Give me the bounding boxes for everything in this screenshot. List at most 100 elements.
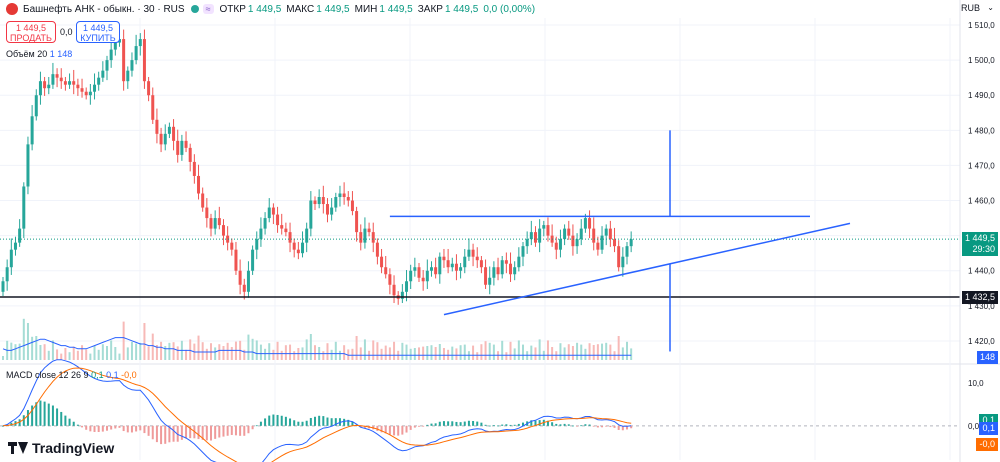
candle-body (80, 88, 84, 92)
macd-histogram-bar (135, 425, 138, 432)
macd-histogram-bar (85, 425, 88, 430)
volume-bar (488, 342, 491, 360)
macd-histogram-bar (89, 425, 92, 432)
macd-histogram-bar (160, 425, 163, 445)
buy-button[interactable]: 1 449,5 КУПИТЬ (76, 21, 120, 43)
macd-histogram-bar (76, 424, 79, 426)
candle-body (251, 249, 255, 271)
macd-histogram-bar (239, 425, 242, 436)
candle-body (413, 267, 417, 271)
price-tick-label: 1 500,0 (968, 56, 995, 65)
macd-histogram-bar (176, 425, 179, 442)
candle-body (280, 225, 284, 229)
price-axis[interactable]: 1 420,01 430,01 440,01 450,01 460,01 470… (959, 0, 995, 462)
macd-histogram-bar (218, 425, 221, 438)
volume-bar (522, 344, 524, 360)
macd-histogram-bar (122, 425, 125, 432)
volume-bar (68, 352, 71, 360)
macd-histogram-bar (151, 425, 154, 440)
candle-body (246, 270, 250, 292)
candle-body (575, 239, 579, 247)
macd-histogram-bar (172, 425, 175, 442)
candle-body (30, 116, 34, 145)
candle-body (305, 228, 309, 243)
macd-histogram-bar (509, 424, 512, 426)
price-tick-label: 1 490,0 (968, 91, 995, 100)
symbol-title[interactable]: Башнефть АНК - обыкн. · 30 · RUS (23, 3, 185, 15)
candle-body (288, 232, 292, 243)
sell-button[interactable]: 1 449,5 ПРОДАТЬ (6, 21, 56, 43)
trendline-drawings[interactable] (0, 130, 960, 352)
candle-body (405, 281, 409, 292)
volume-bar (343, 345, 346, 360)
candle-body (242, 284, 246, 292)
hist-value-label: -0,0 (976, 438, 998, 452)
volume-bar (534, 347, 537, 360)
level-price-label: 1 432,5 (961, 291, 998, 305)
volume-bar (276, 341, 279, 360)
volume-bar (326, 343, 329, 360)
macd-histogram-bar (114, 425, 117, 429)
bar-countdown: 29:30 (972, 244, 995, 255)
tradingview-logo[interactable]: TradingView (8, 440, 114, 456)
candle-body (330, 207, 334, 215)
macd-histogram-bar (297, 421, 300, 426)
volume-bar (605, 342, 608, 360)
candle-body (463, 256, 467, 268)
chevron-down-icon[interactable]: ⌄ (987, 3, 994, 12)
high-label: МАКС (286, 3, 315, 15)
macd-histogram-bar (580, 425, 583, 427)
candle-body (38, 81, 42, 96)
volume-bar (60, 353, 63, 360)
candle-body (459, 267, 463, 271)
macd-histogram-bar (289, 418, 292, 426)
volume-bar (106, 346, 108, 360)
candle-body (375, 242, 379, 257)
market-status-icon (190, 5, 199, 13)
candle-body (567, 228, 571, 236)
candle-body (84, 91, 88, 96)
volume-bar (484, 341, 487, 360)
candle-body (392, 284, 396, 296)
macd-histogram-bar (576, 425, 579, 427)
candle-body (155, 119, 159, 134)
macd-legend-v2: 0,1 (106, 370, 119, 380)
candle-body (604, 228, 608, 236)
currency-selector[interactable]: RUB (960, 3, 980, 13)
candle-body (147, 81, 151, 96)
volume-bar (322, 351, 325, 360)
volume-bar (172, 342, 175, 360)
candle-body (126, 70, 130, 82)
volume-bar (384, 345, 387, 360)
macd-histogram-bar (197, 425, 200, 440)
macd-histogram-bar (301, 421, 304, 426)
macd-histogram-bar (397, 425, 400, 436)
macd-histogram-bar (51, 405, 54, 426)
macd-legend[interactable]: MACD close 12 26 9 0,1 0,1 -0,0 (6, 370, 137, 380)
volume-bar (293, 351, 296, 360)
macd-histogram-bar (476, 421, 479, 426)
volume-bar (451, 346, 454, 360)
volume-bar (243, 349, 246, 360)
volume-bar (563, 347, 566, 360)
macd-histogram-bar (546, 420, 549, 426)
open-value: 1 449,5 (247, 3, 282, 15)
candle-body (68, 81, 72, 85)
macd-histogram-bar (492, 425, 495, 427)
candle-body (259, 228, 263, 240)
macd-histogram-bar (393, 425, 396, 436)
volume-legend[interactable]: Объём 20 1 148 (6, 49, 72, 59)
macd-histogram-bar (534, 420, 537, 426)
macd-histogram-bar (409, 425, 412, 430)
volume-bar (18, 343, 21, 360)
macd-histogram-bar (596, 425, 599, 428)
volume-bar (118, 353, 121, 360)
price-tick-label: 1 430,0 (968, 302, 995, 311)
price-tick-label: 1 420,0 (968, 337, 995, 346)
macd-histogram-bar (72, 421, 75, 426)
candle-body (55, 74, 59, 78)
macd-histogram-bar (438, 421, 441, 426)
macd-histogram-bar (501, 424, 504, 426)
candle-body (513, 267, 517, 275)
